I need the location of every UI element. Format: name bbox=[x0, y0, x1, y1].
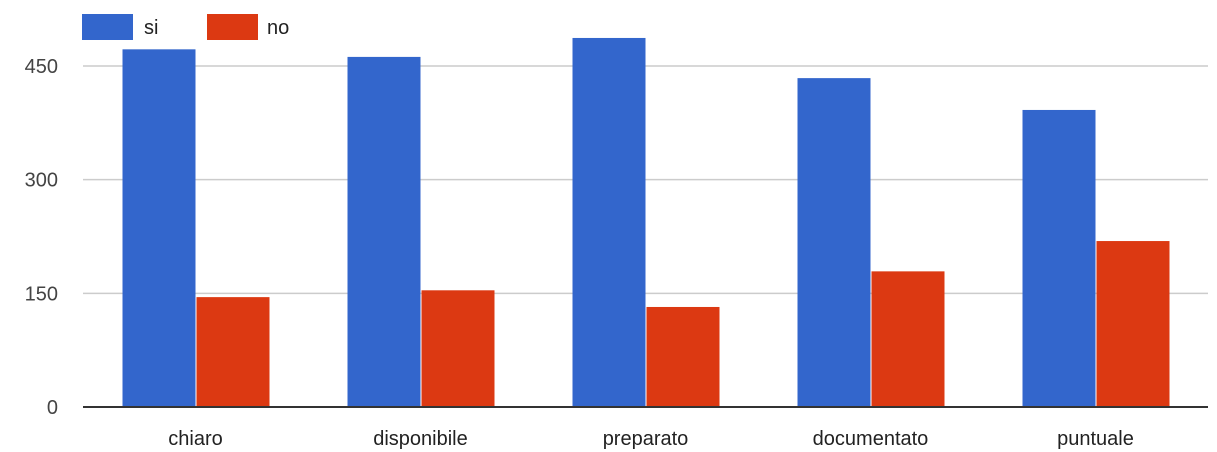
bar-si-preparato bbox=[572, 37, 646, 408]
x-tick-label: puntuale bbox=[1057, 428, 1134, 450]
bar-no-disponibile bbox=[421, 290, 495, 407]
legend-label-no: no bbox=[267, 17, 289, 39]
x-tick-label: disponibile bbox=[373, 428, 468, 450]
x-tick-label: chiaro bbox=[168, 428, 222, 450]
y-axis-ticks: 0 150 300 450 bbox=[25, 56, 58, 419]
y-tick-label: 450 bbox=[25, 56, 58, 78]
bar-si-documentato bbox=[797, 78, 871, 407]
bar-no-documentato bbox=[871, 271, 945, 407]
x-tick-label: preparato bbox=[603, 428, 689, 450]
bars bbox=[122, 37, 1170, 408]
x-axis-labels: chiaro disponibile preparato documentato pun… bbox=[168, 428, 1134, 450]
legend-label-si: si bbox=[144, 17, 158, 39]
x-tick-label: documentato bbox=[813, 428, 929, 450]
y-tick-label: 300 bbox=[25, 170, 58, 192]
bar-no-chiaro bbox=[196, 297, 270, 407]
y-tick-label: 150 bbox=[25, 283, 58, 305]
legend: si no bbox=[82, 14, 289, 40]
legend-swatch-si bbox=[82, 14, 133, 40]
bar-si-chiaro bbox=[122, 49, 196, 407]
bar-no-puntuale bbox=[1096, 241, 1170, 407]
bar-si-disponibile bbox=[347, 56, 421, 407]
legend-swatch-no bbox=[207, 14, 258, 40]
bar-no-preparato bbox=[646, 306, 720, 407]
bar-si-puntuale bbox=[1022, 109, 1096, 407]
y-tick-label: 0 bbox=[47, 397, 58, 419]
